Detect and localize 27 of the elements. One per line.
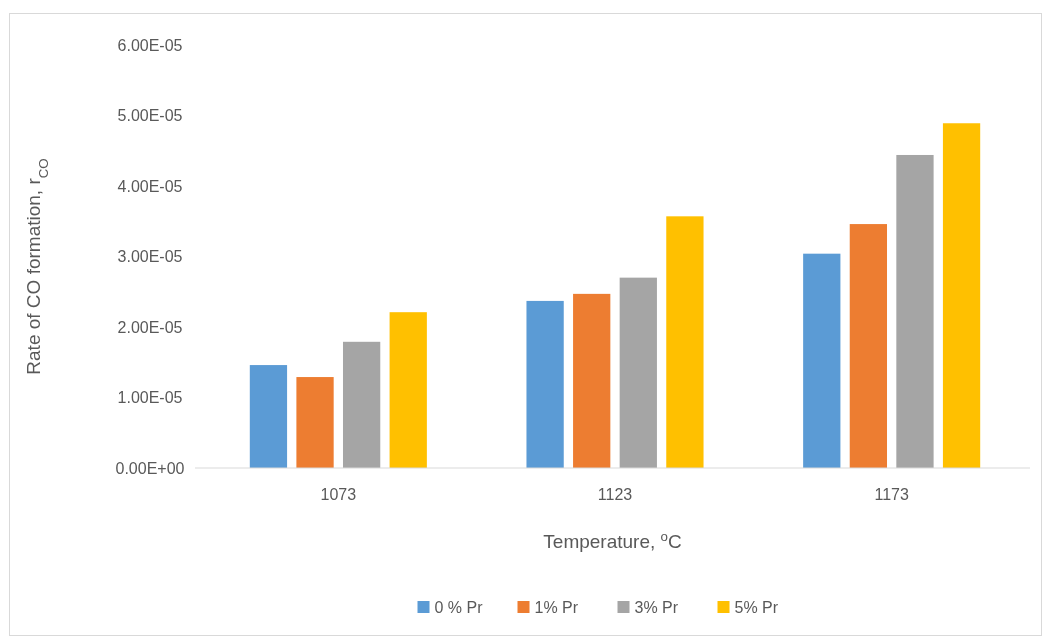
bar (342, 341, 381, 468)
y-tick-label: 6.00E-05 (117, 36, 183, 54)
x-tick-label: 1123 (597, 486, 633, 503)
bar (389, 312, 427, 468)
x-axis-title: Temperature, $^{o}$C (543, 528, 682, 552)
y-tick-label: 5.00E-05 (117, 107, 183, 125)
bar (896, 154, 934, 468)
bar (296, 377, 334, 468)
y-tick-label: 2.00E-05 (117, 318, 183, 336)
legend-label: 1% Pr (534, 598, 579, 616)
y-tick-label: 1.00E-05 (117, 389, 183, 407)
legend-label: 5% Pr (734, 598, 779, 616)
bar (942, 123, 981, 468)
legend-label: 3% Pr (634, 598, 679, 616)
y-tick-label: 4.00E-05 (117, 177, 183, 195)
bar (526, 300, 564, 468)
bar (803, 253, 841, 468)
bar (849, 224, 888, 468)
legend-label: 0 % Pr (434, 598, 484, 616)
bar (573, 293, 611, 468)
x-tick-label: 1173 (874, 486, 909, 503)
y-tick-label: 3.00E-05 (117, 248, 183, 266)
x-tick-label: 1073 (320, 486, 357, 503)
bar (666, 216, 704, 468)
bar (619, 277, 657, 468)
y-tick-label: 0.00E+00 (115, 459, 185, 477)
bar (249, 365, 288, 468)
